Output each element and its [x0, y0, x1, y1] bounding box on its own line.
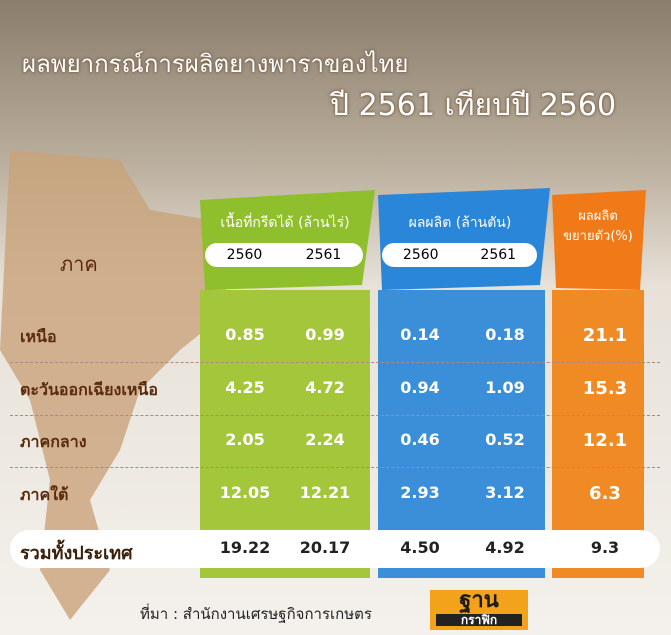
value-cell: 4.72: [280, 378, 370, 397]
region-header: ภาค: [60, 248, 98, 280]
logo-text: กราฟิก: [436, 614, 522, 626]
value-cell: 15.3: [560, 378, 650, 399]
region-label: เหนือ: [20, 325, 57, 350]
year-pill: 2560 2561: [205, 243, 363, 267]
value-cell: 12.21: [280, 483, 370, 502]
year-pill: 2560 2561: [382, 243, 537, 267]
value-cell: 21.1: [560, 325, 650, 346]
value-cell: 3.12: [460, 483, 550, 502]
value-cell: 4.25: [200, 378, 290, 397]
value-cell: 0.85: [200, 325, 290, 344]
value-cell: 2.05: [200, 430, 290, 449]
infographic: ผลพยากรณ์การผลิตยางพาราของไทย ปี 2561 เท…: [0, 0, 671, 635]
value-cell: 6.3: [560, 483, 650, 504]
row-separator: [10, 415, 660, 416]
source: ที่มา : สำนักงานเศรษฐกิจการเกษตร: [140, 602, 372, 626]
value-cell: 0.46: [375, 430, 465, 449]
region-label: ภาคกลาง: [20, 430, 87, 455]
logo: ฐาน กราฟิก: [430, 590, 528, 630]
year: 2561: [306, 243, 342, 267]
group-label: ผลผลิต (ล้านตัน): [375, 212, 545, 234]
total-cell: 9.3: [560, 538, 650, 557]
value-cell: 0.52: [460, 430, 550, 449]
value-cell: 0.18: [460, 325, 550, 344]
region-label: ตะวันออกเฉียงเหนือ: [20, 378, 158, 403]
value-cell: 0.94: [375, 378, 465, 397]
row-separator: [10, 362, 660, 363]
value-cell: 12.05: [200, 483, 290, 502]
total-cell: 19.22: [200, 538, 290, 557]
value-cell: 0.14: [375, 325, 465, 344]
value-cell: 1.09: [460, 378, 550, 397]
group-label: ขยายตัว(%): [552, 225, 644, 246]
logo-text: ฐาน: [430, 590, 528, 612]
group-label: เนื้อที่กรีดได้ (ล้านไร่): [195, 212, 375, 234]
region-label: ภาคใต้: [20, 483, 68, 508]
year: 2560: [227, 243, 263, 267]
year: 2560: [403, 243, 439, 267]
region-label: รวมทั้งประเทศ: [20, 538, 133, 567]
total-cell: 20.17: [280, 538, 370, 557]
value-cell: 2.93: [375, 483, 465, 502]
year-pill-inner: 2560 2561: [205, 243, 363, 267]
group-label: ผลผลิต: [552, 205, 644, 226]
value-cell: 0.99: [280, 325, 370, 344]
value-cell: 2.24: [280, 430, 370, 449]
row-separator: [10, 467, 660, 468]
value-cell: 12.1: [560, 430, 650, 451]
year-pill-inner: 2560 2561: [382, 243, 537, 267]
total-cell: 4.50: [375, 538, 465, 557]
total-cell: 4.92: [460, 538, 550, 557]
year: 2561: [480, 243, 516, 267]
